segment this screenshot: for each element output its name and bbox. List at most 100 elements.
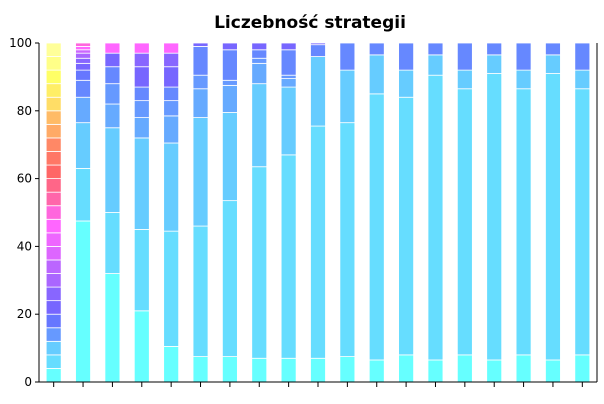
bar-7-segment-7 bbox=[221, 42, 238, 51]
bar-1-segment-6 bbox=[45, 300, 62, 315]
bar-4-segment-5 bbox=[133, 100, 150, 118]
bar-5-segment-1 bbox=[163, 345, 180, 383]
bar-9-segment-3 bbox=[280, 86, 297, 156]
bar-8-segment-7 bbox=[251, 42, 268, 51]
bar-6-segment-4 bbox=[192, 88, 209, 118]
bar-9-segment-1 bbox=[280, 357, 297, 383]
bar-12-segment-2 bbox=[368, 93, 385, 361]
bar-17-segment-2 bbox=[515, 88, 532, 356]
y-tick-label-40: 40 bbox=[17, 239, 32, 253]
bar-12-segment-1 bbox=[368, 359, 385, 383]
bar-14 bbox=[427, 42, 444, 383]
bar-2-segment-12 bbox=[75, 42, 91, 47]
bar-1-segment-20 bbox=[45, 110, 62, 125]
bar-5-segment-7 bbox=[163, 66, 180, 88]
bar-6-segment-3 bbox=[192, 117, 209, 227]
bar-12-segment-3 bbox=[368, 54, 385, 95]
bar-4-segment-2 bbox=[133, 229, 150, 312]
bar-15 bbox=[456, 42, 473, 383]
bar-1-segment-12 bbox=[45, 218, 62, 234]
y-tick-label-0: 0 bbox=[24, 375, 32, 389]
bar-2-segment-8 bbox=[75, 57, 91, 64]
bar-14-segment-2 bbox=[427, 74, 444, 361]
bar-1-segment-22 bbox=[45, 83, 62, 98]
bar-1-segment-7 bbox=[45, 286, 62, 302]
bar-5-segment-8 bbox=[163, 52, 180, 68]
bar-1-segment-24 bbox=[45, 56, 62, 71]
bar-7-segment-6 bbox=[221, 49, 238, 81]
bar-1-segment-3 bbox=[45, 340, 62, 356]
bar-3-segment-7 bbox=[104, 52, 121, 68]
bar-12-segment-4 bbox=[368, 42, 385, 56]
bar-15-segment-3 bbox=[456, 69, 473, 90]
bar-19-segment-2 bbox=[574, 88, 591, 356]
bar-16 bbox=[486, 42, 503, 383]
bar-2-segment-6 bbox=[75, 69, 91, 81]
bar-6-segment-1 bbox=[192, 356, 209, 383]
bar-4-segment-8 bbox=[133, 52, 150, 68]
bar-2-segment-7 bbox=[75, 62, 91, 71]
bar-10-segment-5 bbox=[310, 42, 326, 46]
bar-1-segment-15 bbox=[45, 178, 62, 193]
bar-18-segment-4 bbox=[545, 42, 561, 56]
bar-1-segment-4 bbox=[45, 327, 62, 342]
bar-3-segment-8 bbox=[104, 42, 121, 54]
bar-7-segment-3 bbox=[221, 112, 238, 202]
bar-15-segment-2 bbox=[456, 88, 473, 356]
bar-11-segment-4 bbox=[339, 42, 356, 71]
bar-5-segment-9 bbox=[163, 42, 180, 54]
bar-5-segment-5 bbox=[163, 100, 180, 117]
bar-11-segment-1 bbox=[339, 356, 356, 383]
bar-10-segment-1 bbox=[310, 357, 326, 383]
bar-1-segment-13 bbox=[45, 205, 62, 220]
bar-1-segment-16 bbox=[45, 164, 62, 179]
bar-1-segment-17 bbox=[45, 151, 62, 166]
bar-2-segment-1 bbox=[75, 220, 91, 383]
bar-1-segment-19 bbox=[45, 123, 62, 139]
bar-8-segment-3 bbox=[251, 83, 268, 168]
bar-19 bbox=[574, 42, 591, 383]
bar-2-segment-2 bbox=[75, 168, 91, 222]
bar-19-segment-1 bbox=[574, 354, 591, 383]
bar-1-segment-5 bbox=[45, 313, 62, 329]
bar-7-segment-4 bbox=[221, 84, 238, 113]
bar-4-segment-3 bbox=[133, 137, 150, 230]
bar-16-segment-4 bbox=[486, 42, 503, 56]
bar-9-segment-7 bbox=[280, 42, 297, 51]
bar-16-segment-1 bbox=[486, 359, 503, 383]
bar-1-segment-25 bbox=[45, 42, 62, 57]
bars-layer bbox=[45, 42, 591, 383]
bar-7 bbox=[221, 42, 238, 383]
bar-7-segment-1 bbox=[221, 356, 238, 383]
bar-3-segment-4 bbox=[104, 103, 121, 129]
bar-2-segment-4 bbox=[75, 96, 91, 124]
bar-8-segment-6 bbox=[251, 49, 268, 59]
bar-10-segment-3 bbox=[310, 56, 326, 127]
bar-1-segment-21 bbox=[45, 96, 62, 112]
bar-9 bbox=[280, 42, 297, 383]
bar-1-segment-8 bbox=[45, 273, 62, 288]
bar-3 bbox=[104, 42, 121, 383]
bar-18-segment-3 bbox=[545, 54, 561, 74]
bar-19-segment-3 bbox=[574, 69, 591, 90]
bar-5-segment-4 bbox=[163, 115, 180, 144]
bar-17 bbox=[515, 42, 532, 383]
y-tick-label-80: 80 bbox=[17, 104, 32, 118]
bar-7-segment-2 bbox=[221, 200, 238, 357]
bar-6-segment-7 bbox=[192, 42, 209, 47]
bar-9-segment-2 bbox=[280, 154, 297, 359]
bar-8-segment-5 bbox=[251, 57, 268, 64]
bar-2-segment-10 bbox=[75, 49, 91, 54]
bar-13-segment-3 bbox=[398, 69, 415, 98]
bar-1-segment-11 bbox=[45, 232, 62, 247]
bar-8 bbox=[251, 42, 268, 383]
bar-2-segment-5 bbox=[75, 79, 91, 98]
bar-4-segment-1 bbox=[133, 310, 150, 383]
bar-12 bbox=[368, 42, 385, 383]
bar-5-segment-6 bbox=[163, 86, 180, 102]
bar-3-segment-3 bbox=[104, 127, 121, 213]
bar-18 bbox=[545, 42, 561, 383]
bar-10-segment-4 bbox=[310, 44, 326, 57]
bar-2-segment-9 bbox=[75, 52, 91, 59]
